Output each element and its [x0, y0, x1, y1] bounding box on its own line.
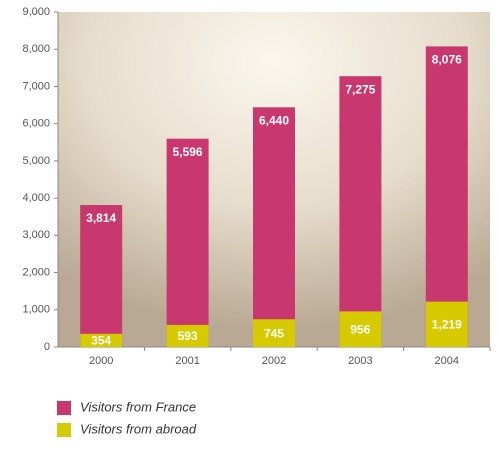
x-tick-label: 2004: [435, 355, 459, 367]
x-tick-label: 2000: [89, 355, 113, 367]
y-tick-label: 7,000: [22, 80, 50, 92]
y-tick-label: 9,000: [22, 6, 50, 18]
bar: [253, 319, 295, 347]
value-label: 354: [91, 334, 111, 348]
legend-swatch: [57, 423, 71, 437]
bar: [339, 311, 382, 347]
value-label: 6,440: [259, 113, 289, 127]
value-label: 745: [264, 326, 284, 340]
x-tick-label: 2003: [348, 355, 372, 367]
value-label: 7,275: [345, 82, 375, 96]
y-tick-label: 2,000: [22, 266, 50, 278]
legend-label: Visitors from abroad: [80, 421, 197, 436]
value-label: 956: [350, 322, 370, 336]
y-tick-label: 3,000: [22, 229, 50, 241]
y-tick-label: 6,000: [22, 118, 50, 130]
y-tick-label: 0: [44, 341, 50, 353]
value-label: 5,596: [173, 145, 203, 159]
y-tick-label: 8,000: [22, 43, 50, 55]
bar: [425, 46, 468, 347]
y-tick-label: 5,000: [22, 155, 50, 167]
y-tick-label: 1,000: [22, 304, 50, 316]
bar: [339, 76, 382, 347]
value-label: 3,814: [86, 211, 116, 225]
value-label: 8,076: [432, 53, 462, 67]
value-label: 593: [178, 329, 198, 343]
bar: [166, 138, 209, 347]
y-tick-label: 4,000: [22, 192, 50, 204]
bar: [425, 301, 468, 347]
x-tick-label: 2002: [262, 355, 286, 367]
bar: [80, 205, 123, 347]
value-label: 1,219: [432, 317, 462, 331]
bar: [80, 333, 123, 347]
legend-swatch: [57, 401, 71, 415]
bar: [253, 107, 295, 348]
legend-label: Visitors from France: [80, 399, 196, 414]
x-tick-label: 2001: [175, 355, 199, 367]
bar: [166, 324, 209, 347]
